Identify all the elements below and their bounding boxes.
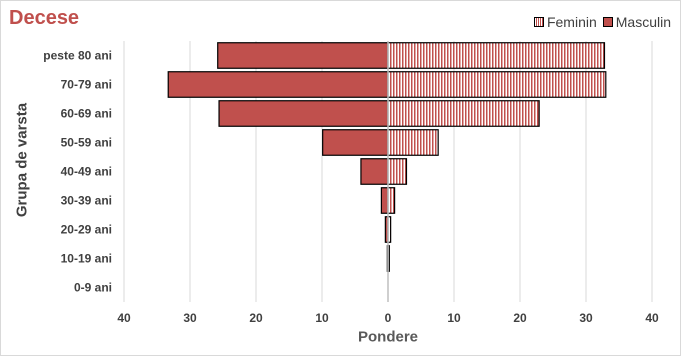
legend-label-masculin: Masculin: [615, 14, 671, 30]
bar-masculin-2: [218, 100, 389, 127]
legend-item-feminin: Feminin: [533, 14, 597, 30]
x-tick-label-7: 30: [579, 311, 593, 325]
x-tick-label-2: 20: [249, 311, 263, 325]
legend-item-masculin: Masculin: [602, 14, 671, 30]
bar-masculin-0: [217, 42, 389, 69]
bar-feminin-4: [387, 158, 408, 185]
y-tick-label-0: peste 80 ani: [43, 49, 112, 63]
legend-label-feminin: Feminin: [546, 14, 597, 30]
x-tick-label-4: 0: [385, 311, 392, 325]
y-tick-label-1: 70-79 ani: [61, 78, 112, 92]
y-tick-label-8: 0-9 ani: [74, 281, 112, 295]
y-tick-label-3: 50-59 ani: [61, 136, 112, 150]
legend: Feminin Masculin: [528, 14, 671, 30]
bar-masculin-4: [360, 158, 389, 185]
y-tick-label-2: 60-69 ani: [61, 107, 112, 121]
x-tick-label-8: 40: [645, 311, 659, 325]
bar-feminin-5: [387, 187, 396, 214]
y-tick-label-6: 20-29 ani: [61, 223, 112, 237]
x-tick-label-5: 10: [447, 311, 461, 325]
legend-swatch-masculin: [602, 17, 613, 27]
x-tick-label-1: 30: [183, 311, 197, 325]
chart-title: Decese: [9, 7, 80, 29]
bar-feminin-2: [387, 100, 540, 127]
bar-masculin-5: [380, 187, 389, 214]
y-tick-label-7: 10-19 ani: [61, 252, 112, 266]
bar-feminin-3: [387, 129, 439, 156]
y-tick-label-4: 40-49 ani: [61, 165, 112, 179]
bar-masculin-1: [167, 71, 389, 98]
legend-swatch-feminin: [533, 17, 544, 27]
bar-masculin-3: [322, 129, 389, 156]
y-tick-label-5: 30-39 ani: [61, 194, 112, 208]
x-axis-title: Pondere: [357, 328, 419, 346]
bar-feminin-1: [387, 71, 607, 98]
x-tick-label-3: 10: [315, 311, 329, 325]
x-tick-label-0: 40: [117, 311, 131, 325]
bar-feminin-0: [387, 42, 606, 69]
x-tick-label-6: 20: [513, 311, 527, 325]
